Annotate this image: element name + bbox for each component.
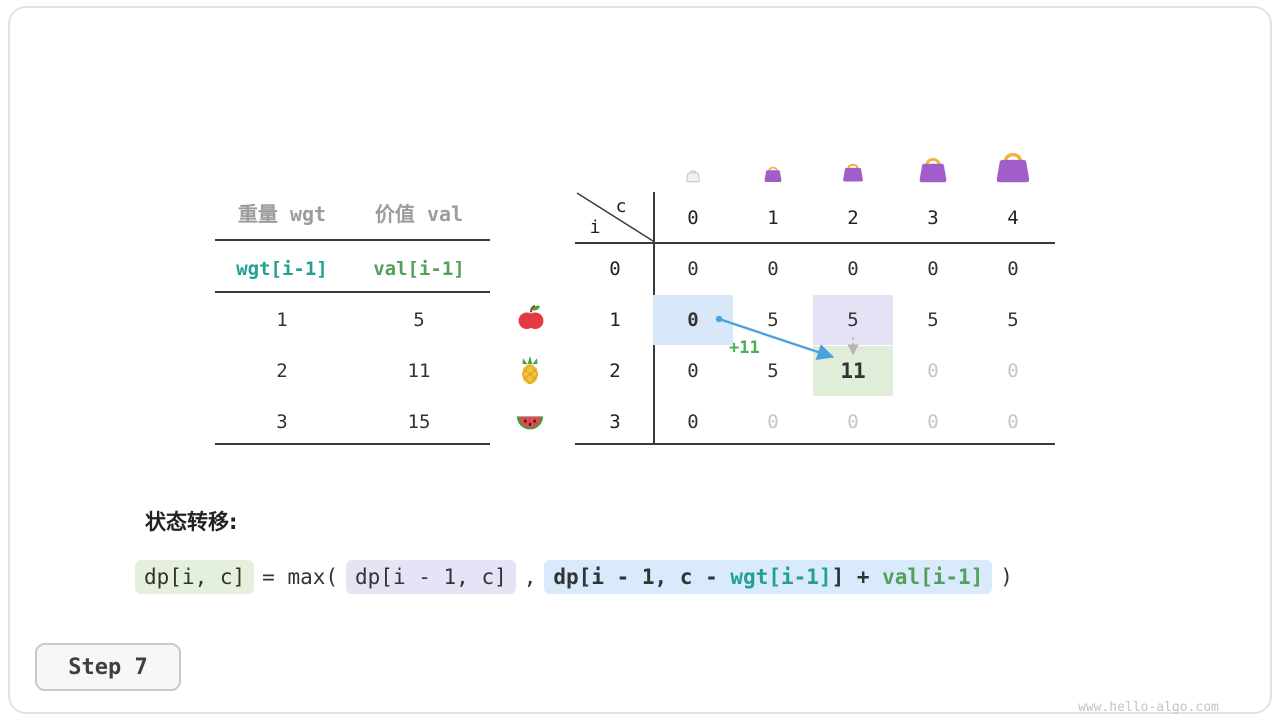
dp-cell-2-1: 5 — [767, 360, 779, 382]
formula-comma: , — [523, 565, 537, 589]
apple-icon — [516, 302, 546, 336]
dp-cell-0-0: 0 — [687, 258, 699, 280]
dp-row-header-0: 0 — [609, 258, 621, 280]
dp-cell-2-4: 0 — [1007, 360, 1019, 382]
dp-row-header-1: 1 — [609, 309, 621, 331]
transition-formula: dp[i, c] = max( dp[i - 1, c] , dp[i - 1,… — [135, 560, 1021, 594]
item-value-3: 15 — [407, 411, 431, 433]
pineapple-icon — [515, 355, 545, 389]
dp-cell-3-3: 0 — [927, 411, 939, 433]
formula-arg2-part1: dp[i - 1, c - — [553, 565, 731, 589]
formula-eq-max: = max( — [262, 565, 339, 589]
dp-cell-1-4: 5 — [1007, 309, 1019, 331]
dp-cell-0-2: 0 — [847, 258, 859, 280]
dp-cell-3-1: 0 — [767, 411, 779, 433]
dp-col-header-4: 4 — [1007, 207, 1019, 229]
plus-value-annotation: +11 — [729, 338, 760, 358]
formula-arg1-chip: dp[i - 1, c] — [346, 560, 516, 594]
item-value-1: 5 — [413, 309, 425, 331]
dp-cell-3-0: 0 — [687, 411, 699, 433]
items-header-value: 价值 val — [374, 202, 464, 226]
dp-col-header-2: 2 — [847, 207, 859, 229]
dp-col-header-1: 1 — [767, 207, 779, 229]
dp-col-header-3: 3 — [927, 207, 939, 229]
dp-cell-3-4: 0 — [1007, 411, 1019, 433]
dp-cell-1-3: 5 — [927, 309, 939, 331]
item-weight-3: 3 — [276, 411, 288, 433]
dp-cell-1-0: 0 — [653, 295, 733, 345]
dp-cell-2-2: 11 — [813, 346, 893, 396]
item-weight-2: 2 — [276, 360, 288, 382]
formula-close-paren: ) — [1000, 565, 1013, 589]
dp-cell-0-1: 0 — [767, 258, 779, 280]
items-formula-val: val[i-1] — [373, 258, 465, 280]
formula-arg2-part3: ] + — [831, 565, 883, 589]
dp-cell-2-3: 0 — [927, 360, 939, 382]
items-divider-bottom — [215, 443, 490, 445]
dp-col-header-0: 0 — [687, 207, 699, 229]
step-badge: Step 7 — [35, 643, 181, 691]
watermark: www.hello-algo.com — [1078, 700, 1219, 715]
formula-lhs-chip: dp[i, c] — [135, 560, 255, 594]
formula-arg2-chip: dp[i - 1, c - wgt[i-1]] + val[i-1] — [544, 560, 993, 594]
figure-card — [8, 6, 1272, 714]
items-divider-top — [215, 239, 490, 241]
transition-heading: 状态转移: — [145, 510, 238, 534]
dp-cell-2-0: 0 — [687, 360, 699, 382]
bag-medium-icon — [839, 157, 867, 189]
dp-cell-1-2: 5 — [813, 295, 893, 345]
bag-large-icon — [914, 149, 952, 191]
formula-arg2-val: val[i-1] — [882, 565, 984, 589]
dp-header-line — [575, 242, 1055, 244]
formula-arg2-wgt: wgt[i-1] — [730, 565, 832, 589]
dp-cell-0-3: 0 — [927, 258, 939, 280]
dp-bottom-line — [575, 443, 1055, 445]
item-value-2: 11 — [407, 360, 431, 382]
bag-ghost-icon — [684, 166, 702, 188]
items-formula-wgt: wgt[i-1] — [236, 258, 328, 280]
dp-row-header-2: 2 — [609, 360, 621, 382]
dp-corner-row-label: i — [589, 217, 601, 238]
bag-small-icon — [761, 161, 785, 189]
dp-corner-col-label: c — [615, 196, 627, 217]
items-divider-mid — [215, 291, 490, 293]
watermelon-icon — [514, 407, 546, 441]
items-header-weight: 重量 wgt — [237, 202, 327, 226]
item-weight-1: 1 — [276, 309, 288, 331]
dp-row-header-3: 3 — [609, 411, 621, 433]
dp-cell-0-4: 0 — [1007, 258, 1019, 280]
dp-cell-3-2: 0 — [847, 411, 859, 433]
bag-xlarge-icon — [990, 142, 1036, 192]
